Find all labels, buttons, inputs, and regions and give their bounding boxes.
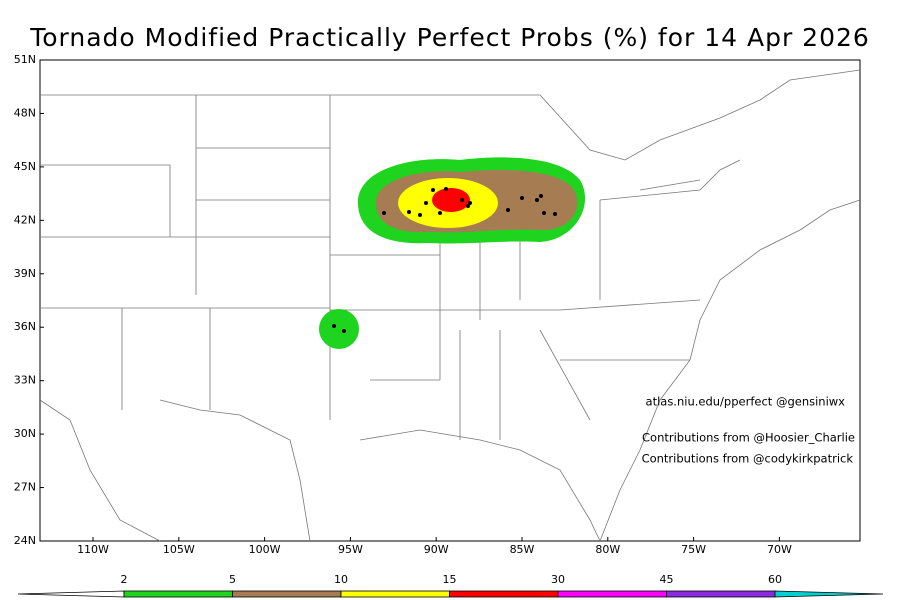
map-area xyxy=(39,59,861,542)
map-frame xyxy=(39,59,861,542)
latitude-label: 27N xyxy=(14,481,36,494)
latitude-labels: 51N 48N 45N 42N 39N 36N 33N 30N 27N 24N xyxy=(14,53,44,547)
longitude-label: 110W xyxy=(77,543,109,556)
credit-text: atlas.niu.edu/pperfect @gensiniwx xyxy=(646,395,846,409)
longitude-labels: 110W 105W 100W 95W 90W 85W 80W 75W 70W xyxy=(77,537,792,556)
latitude-label: 33N xyxy=(14,374,36,387)
credits: atlas.niu.edu/pperfect @gensiniwx Contrib… xyxy=(642,395,855,466)
longitude-label: 105W xyxy=(163,543,195,556)
colorbar-label: 5 xyxy=(229,573,236,586)
latitude-label: 42N xyxy=(14,213,36,226)
longitude-label: 80W xyxy=(595,543,620,556)
colorbar-min-arrow xyxy=(17,590,125,598)
colorbar-segment xyxy=(666,590,776,598)
colorbar-label: 30 xyxy=(551,573,565,586)
latitude-label: 24N xyxy=(14,534,36,547)
colorbar-segment xyxy=(449,590,559,598)
latitude-label: 45N xyxy=(14,160,36,173)
colorbar-segment xyxy=(340,590,450,598)
colorbar: 2 5 10 15 30 45 60 xyxy=(17,573,884,598)
colorbar-label: 15 xyxy=(443,573,457,586)
latitude-label: 30N xyxy=(14,427,36,440)
colorbar-label: 2 xyxy=(121,573,128,586)
colorbar-label: 10 xyxy=(334,573,348,586)
title: Tornado Modified Practically Perfect Pro… xyxy=(29,23,870,52)
colorbar-segment xyxy=(232,590,342,598)
colorbar-max-arrow xyxy=(774,590,884,598)
credit-text: Contributions from @codykirkpatrick xyxy=(642,452,854,466)
colorbar-segment xyxy=(123,590,233,598)
colorbar-label: 45 xyxy=(660,573,674,586)
longitude-label: 75W xyxy=(681,543,706,556)
latitude-label: 36N xyxy=(14,320,36,333)
credit-text: Contributions from @Hoosier_Charlie xyxy=(642,431,855,445)
longitude-label: 90W xyxy=(424,543,449,556)
latitude-label: 48N xyxy=(14,106,36,119)
tornado-reports xyxy=(332,187,557,333)
longitude-label: 85W xyxy=(510,543,535,556)
longitude-label: 100W xyxy=(249,543,281,556)
probability-contours xyxy=(319,157,586,349)
state-borders xyxy=(39,69,861,542)
longitude-label: 95W xyxy=(338,543,363,556)
latitude-label: 51N xyxy=(14,53,36,66)
longitude-label: 70W xyxy=(767,543,792,556)
colorbar-segment xyxy=(557,590,667,598)
colorbar-label: 60 xyxy=(768,573,782,586)
latitude-label: 39N xyxy=(14,267,36,280)
